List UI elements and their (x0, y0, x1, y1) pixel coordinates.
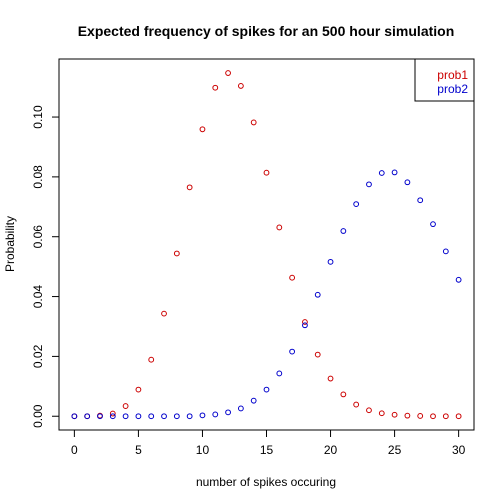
prob2-point (212, 411, 219, 418)
prob1-point (340, 391, 347, 398)
prob2-point (442, 248, 449, 255)
prob2-point (455, 276, 462, 283)
y-axis: 0.00 0.02 0.04 0.06 0.08 0.10 (31, 105, 60, 428)
y-tick-label: 0.10 (31, 105, 45, 129)
prob1-point (122, 403, 129, 409)
prob2-point (314, 291, 321, 298)
prob2-point (148, 413, 155, 420)
y-tick-label: 0.02 (31, 344, 45, 368)
prob1-point (225, 70, 231, 76)
prob2-point (135, 413, 142, 420)
data-points (71, 70, 462, 420)
prob2-point (186, 413, 193, 420)
chart-title: Expected frequency of spikes for an 500 … (78, 23, 455, 39)
prob2-point (404, 179, 411, 186)
prob2-point (276, 370, 283, 377)
prob2-point (225, 409, 231, 416)
prob2-point (366, 181, 372, 188)
plot-frame (58, 58, 475, 431)
prob1-point (173, 250, 180, 257)
prob1-point (391, 411, 398, 418)
prob1-point (442, 413, 449, 420)
prob1-point (378, 410, 385, 417)
prob1-point (135, 386, 142, 393)
prob2-point (327, 258, 334, 265)
prob2-point (263, 386, 270, 393)
prob2-point (237, 405, 244, 412)
x-tick-label: 10 (196, 443, 210, 457)
legend-box (414, 58, 475, 102)
y-axis-label: Probability (3, 216, 17, 272)
prob1-point (186, 184, 193, 191)
prob2-point (199, 412, 206, 419)
prob1-point (430, 413, 436, 420)
prob1-point (161, 310, 167, 317)
series-prob2 (71, 169, 462, 420)
series-prob1 (71, 70, 462, 420)
prob1-point (250, 119, 257, 126)
x-tick-label: 5 (135, 443, 142, 457)
prob1-point (237, 83, 244, 89)
x-tick-label: 25 (388, 443, 402, 457)
prob1-point (148, 356, 155, 363)
prob1-point (366, 407, 372, 414)
prob1-point (199, 126, 206, 133)
prob1-point (212, 84, 219, 91)
prob2-point (97, 413, 103, 420)
prob2-point (391, 169, 398, 176)
prob2-point (302, 322, 308, 329)
x-axis: 0 5 10 15 20 25 30 (71, 429, 466, 457)
y-tick-label: 0.08 (31, 165, 45, 189)
prob1-point (109, 410, 116, 417)
prob2-point (430, 221, 436, 228)
x-tick-label: 30 (452, 443, 466, 457)
y-tick-label: 0.00 (31, 404, 45, 428)
prob2-point (84, 413, 91, 420)
prob1-point (289, 274, 296, 281)
prob1-point (263, 169, 270, 176)
prob2-point (173, 413, 180, 420)
prob2-point (340, 228, 347, 234)
prob2-point (122, 413, 129, 420)
y-tick-label: 0.06 (31, 225, 45, 249)
prob2-point (161, 413, 167, 420)
prob1-point (353, 401, 360, 408)
prob1-point (314, 351, 321, 358)
x-tick-label: 15 (260, 443, 274, 457)
prob2-point (71, 413, 78, 420)
prob2-point (417, 197, 424, 204)
x-tick-label: 0 (71, 443, 78, 457)
x-axis-label: number of spikes occuring (196, 475, 336, 489)
prob2-point (289, 348, 296, 355)
y-tick-label: 0.04 (31, 285, 45, 309)
prob2-point (109, 413, 116, 420)
prob1-point (455, 413, 462, 420)
legend-item-prob1: prob1 (437, 68, 468, 82)
prob1-point (417, 413, 424, 419)
prob1-point (302, 319, 308, 325)
prob1-point (404, 412, 411, 419)
prob1-point (327, 375, 334, 382)
prob2-point (250, 397, 257, 404)
prob1-point (276, 224, 283, 231)
prob2-point (353, 201, 360, 208)
legend-item-prob2: prob2 (437, 82, 468, 96)
prob2-point (378, 170, 385, 176)
x-tick-label: 20 (324, 443, 338, 457)
